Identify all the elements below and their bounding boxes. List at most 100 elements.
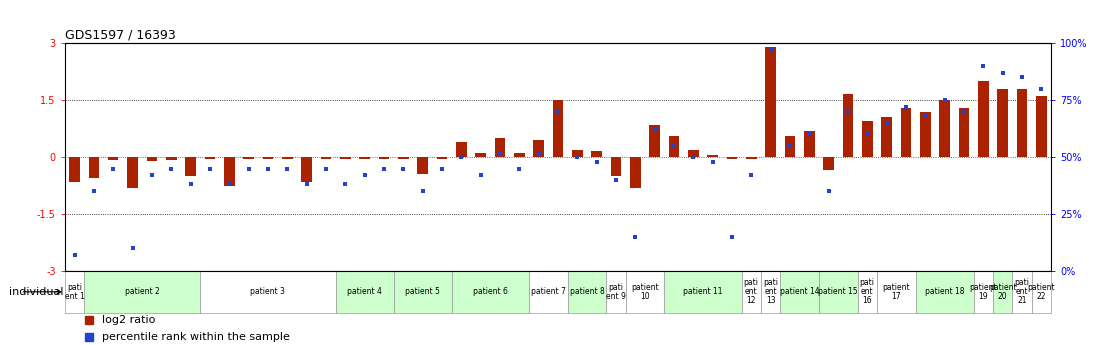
Point: [181, 182, 199, 187]
Text: patient
17: patient 17: [882, 283, 910, 301]
Bar: [650, 125, 660, 157]
Point: [143, 172, 161, 178]
Bar: [765, 47, 776, 157]
Point: [974, 63, 992, 69]
Text: patient 6: patient 6: [473, 287, 508, 296]
Bar: [452, 271, 529, 313]
Bar: [65, 271, 84, 313]
Point: [588, 159, 606, 165]
Bar: [761, 271, 780, 313]
Point: [337, 182, 354, 187]
Point: [742, 172, 760, 178]
Point: [297, 182, 315, 187]
Point: [491, 150, 509, 155]
Bar: [398, 157, 408, 159]
Point: [781, 143, 799, 148]
Point: [104, 166, 122, 171]
Bar: [301, 157, 312, 182]
Text: patient 14: patient 14: [779, 287, 819, 296]
Bar: [804, 130, 815, 157]
Bar: [843, 95, 853, 157]
Bar: [920, 111, 930, 157]
Bar: [606, 271, 626, 313]
Bar: [514, 153, 524, 157]
Bar: [340, 157, 351, 159]
Bar: [708, 155, 718, 157]
Bar: [862, 121, 872, 157]
Bar: [494, 138, 505, 157]
Point: [530, 150, 548, 155]
Bar: [107, 157, 119, 160]
Point: [433, 166, 451, 171]
Point: [453, 154, 471, 160]
Text: percentile rank within the sample: percentile rank within the sample: [103, 332, 291, 342]
Text: patient 8: patient 8: [569, 287, 604, 296]
Point: [375, 166, 392, 171]
Point: [66, 253, 84, 258]
Bar: [978, 81, 988, 157]
Text: pati
ent
21: pati ent 21: [1014, 278, 1030, 305]
Bar: [69, 157, 79, 182]
Text: patient 15: patient 15: [818, 287, 858, 296]
Point: [626, 234, 644, 240]
Bar: [746, 157, 757, 159]
Bar: [741, 271, 761, 313]
Point: [645, 127, 663, 132]
Bar: [417, 157, 428, 174]
Text: patient 11: patient 11: [683, 287, 722, 296]
Bar: [165, 157, 177, 160]
Bar: [1016, 89, 1027, 157]
Text: log2 ratio: log2 ratio: [103, 315, 155, 325]
Bar: [1032, 271, 1051, 313]
Point: [201, 166, 219, 171]
Bar: [335, 271, 394, 313]
Point: [259, 166, 277, 171]
Point: [510, 166, 528, 171]
Bar: [456, 142, 466, 157]
Bar: [858, 271, 877, 313]
Point: [994, 70, 1012, 76]
Bar: [993, 271, 1012, 313]
Text: patient
20: patient 20: [988, 283, 1016, 301]
Bar: [533, 140, 543, 157]
Point: [607, 177, 625, 183]
Bar: [84, 271, 200, 313]
Point: [897, 104, 915, 110]
Bar: [727, 157, 737, 159]
Bar: [321, 157, 331, 159]
Point: [239, 166, 257, 171]
Text: patient 18: patient 18: [925, 287, 965, 296]
Text: patient 7: patient 7: [531, 287, 566, 296]
Point: [549, 109, 567, 114]
Bar: [475, 153, 486, 157]
Bar: [664, 271, 741, 313]
Bar: [939, 100, 950, 157]
Point: [936, 97, 954, 103]
Bar: [591, 151, 601, 157]
Text: pati
ent
16: pati ent 16: [860, 278, 874, 305]
Bar: [436, 157, 447, 159]
Text: pati
ent 9: pati ent 9: [606, 283, 626, 301]
Text: GDS1597 / 16393: GDS1597 / 16393: [65, 29, 176, 42]
Point: [1013, 75, 1031, 80]
Point: [220, 182, 238, 187]
Bar: [780, 271, 818, 313]
Bar: [186, 157, 196, 176]
Bar: [244, 157, 254, 159]
Point: [917, 113, 935, 119]
Bar: [669, 136, 680, 157]
Bar: [127, 157, 138, 187]
Text: patient
22: patient 22: [1027, 283, 1055, 301]
Bar: [529, 271, 568, 313]
Bar: [224, 157, 235, 186]
Bar: [881, 117, 892, 157]
Bar: [572, 149, 582, 157]
Bar: [785, 136, 795, 157]
Bar: [901, 108, 911, 157]
Bar: [263, 157, 273, 159]
Point: [395, 166, 413, 171]
Bar: [877, 271, 916, 313]
Point: [1032, 86, 1050, 91]
Point: [665, 143, 683, 148]
Point: [955, 109, 973, 114]
